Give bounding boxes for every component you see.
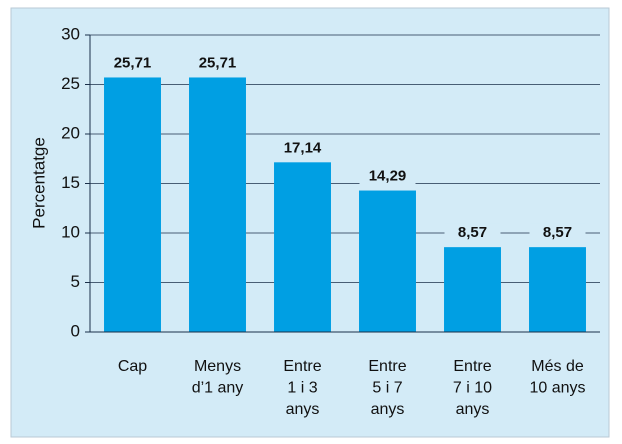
x-tick-label: Cap (118, 358, 147, 375)
value-label-bg (274, 138, 331, 159)
value-label-bg (104, 53, 161, 74)
y-tick-label: 25 (61, 74, 80, 93)
bar (104, 77, 161, 332)
value-label-bg (444, 223, 501, 244)
bar (359, 190, 416, 332)
y-tick-label: 20 (61, 123, 80, 142)
value-label: 17,14 (284, 139, 322, 156)
x-tick-label: Entre 1 i 3 anys (283, 358, 321, 418)
value-label-bg (359, 166, 416, 187)
x-tick-label: Menys d’1 any (192, 358, 244, 397)
value-label-bg (189, 53, 246, 74)
bar (529, 247, 586, 332)
x-tick-label: Més de 10 anys (529, 358, 585, 397)
value-label: 8,57 (458, 224, 487, 241)
y-tick-label: 10 (61, 222, 80, 241)
x-tick-label: Entre 7 i 10 anys (453, 358, 492, 418)
x-tick-label: Entre 5 i 7 anys (368, 358, 406, 418)
value-label: 8,57 (543, 224, 572, 241)
value-label: 25,71 (199, 54, 237, 71)
bar (444, 247, 501, 332)
y-axis-label: Percentatge (29, 137, 48, 229)
bar (189, 77, 246, 332)
y-tick-label: 0 (71, 321, 80, 340)
value-label: 25,71 (114, 54, 152, 71)
y-tick-label: 15 (61, 173, 80, 192)
bar (274, 162, 331, 332)
y-tick-label: 30 (61, 24, 80, 43)
value-label-bg (529, 223, 586, 244)
value-label: 14,29 (369, 167, 407, 184)
y-tick-label: 5 (71, 272, 80, 291)
